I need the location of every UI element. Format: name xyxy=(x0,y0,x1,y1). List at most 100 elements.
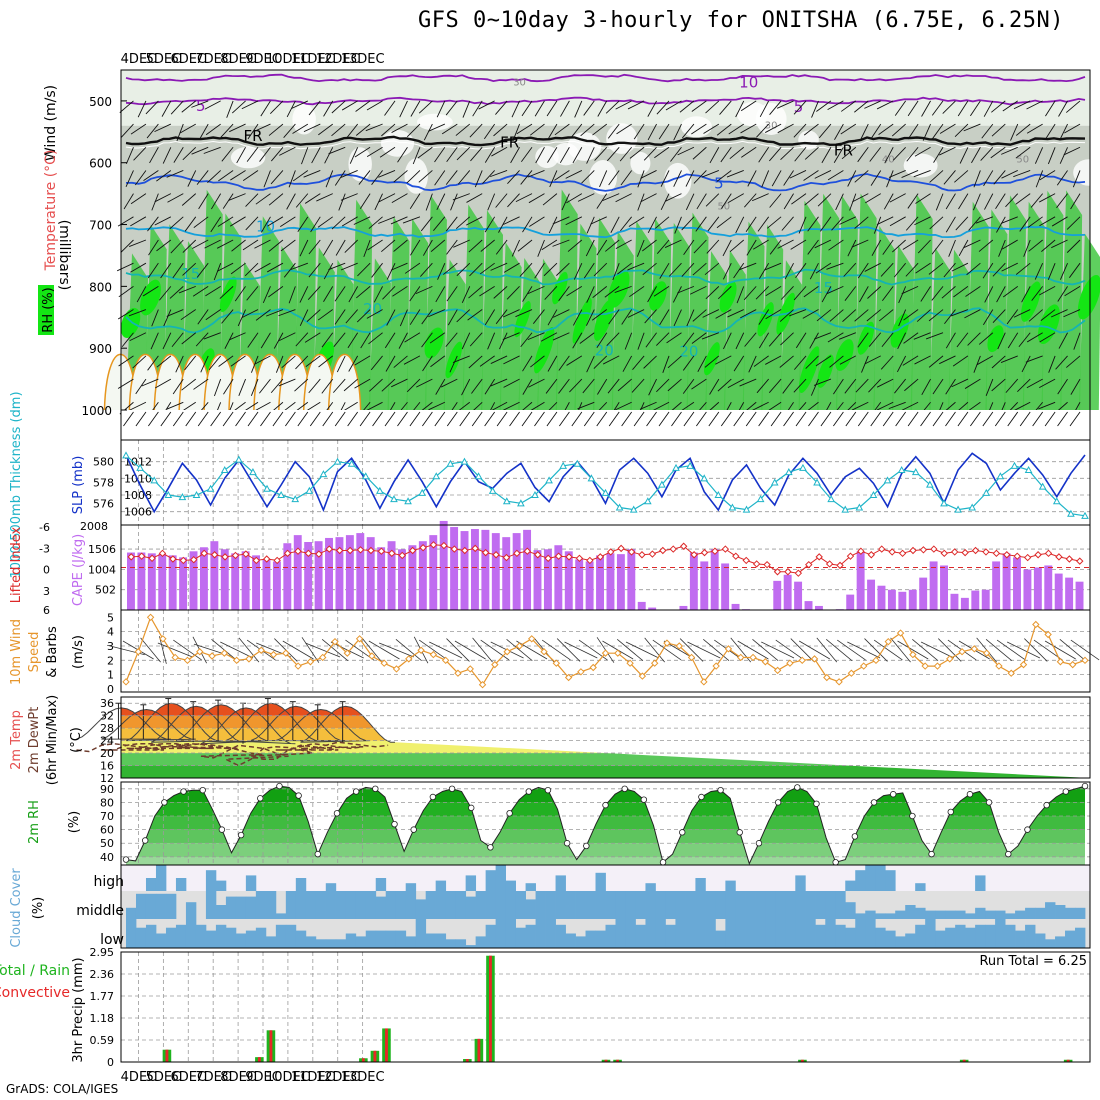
wind-barb xyxy=(356,286,371,299)
temp-tick-label: 36 xyxy=(100,697,114,710)
wind-barb-10m xyxy=(775,639,805,661)
thickness-point xyxy=(1038,482,1047,490)
wind-barb xyxy=(931,100,944,116)
wind-barb xyxy=(1047,147,1056,165)
wind-barb xyxy=(606,146,620,162)
wind-barb xyxy=(964,309,981,319)
li-point xyxy=(815,553,823,561)
wind-barb xyxy=(273,332,284,349)
y-tick-label: 600 xyxy=(89,157,112,171)
wind-barb xyxy=(469,262,483,277)
wind-barb xyxy=(880,355,894,370)
slp-extra-tick: 2008 xyxy=(80,520,108,533)
wind-barb xyxy=(803,285,819,298)
wind-barb-10m xyxy=(429,641,463,659)
wind-speed-point xyxy=(823,673,831,682)
wind-barb xyxy=(889,216,906,227)
wind-barb xyxy=(640,193,657,203)
rh-point xyxy=(985,799,993,806)
cloud-mid-bar xyxy=(905,905,916,919)
wind-barb xyxy=(170,239,184,254)
wind-barb xyxy=(434,170,446,186)
wind-barb xyxy=(253,123,271,132)
wind-barb xyxy=(204,239,221,249)
wind-barb xyxy=(577,193,595,202)
wind-barb xyxy=(1015,193,1031,205)
li-point xyxy=(732,552,740,560)
wind-speed-point xyxy=(380,659,388,667)
cloud-low-bar xyxy=(645,919,656,948)
li-point xyxy=(1013,552,1021,560)
wind-barb xyxy=(278,378,296,387)
wind-barb xyxy=(917,239,931,254)
wind-barb xyxy=(443,262,458,275)
wind-barb xyxy=(283,262,296,278)
wind-barb xyxy=(390,216,408,225)
wind-barb xyxy=(802,309,819,319)
wind-barb xyxy=(204,100,221,110)
dry-pocket xyxy=(104,354,137,410)
temp2m-frame xyxy=(120,696,1091,779)
wind-speed-point xyxy=(319,653,327,662)
cloud-low-bar xyxy=(515,927,526,948)
wind-barb xyxy=(921,100,931,117)
wind-barb xyxy=(135,411,147,427)
temp-band xyxy=(121,703,1090,716)
cloud-low-bar xyxy=(1055,936,1066,948)
cloud-low-bar xyxy=(325,939,337,948)
wind-barb xyxy=(597,378,608,395)
wind-barb xyxy=(484,147,496,163)
rh-point xyxy=(1024,826,1031,833)
cloud-high-bar xyxy=(485,870,497,891)
rh-dry-area xyxy=(798,130,819,150)
wind-barb xyxy=(567,239,583,252)
cloud-mid-bar xyxy=(535,891,546,919)
cloud-low-bar xyxy=(305,936,317,948)
wind-barb xyxy=(231,100,246,114)
wind-barb xyxy=(845,411,857,427)
cloud-mid-bar xyxy=(1065,907,1076,919)
wind-barb xyxy=(245,193,259,207)
li-point xyxy=(679,542,688,550)
wind-barb xyxy=(242,170,259,182)
cape-bar xyxy=(898,591,907,610)
wind-barb xyxy=(151,309,159,327)
wind-barb xyxy=(384,411,396,427)
cloud-high-bar xyxy=(595,872,606,891)
wind-barb xyxy=(981,123,994,139)
wind-barb xyxy=(891,123,906,137)
cloud-mid-bar xyxy=(655,891,666,919)
wind-barb xyxy=(971,147,981,164)
wind-speed-point xyxy=(159,635,167,643)
cloud-low-bar xyxy=(205,930,217,948)
wind-barb xyxy=(583,100,595,116)
wind-barb xyxy=(445,170,458,185)
wind-barb xyxy=(399,309,408,327)
wind-barb xyxy=(305,355,321,368)
y-tick-label: 1000 xyxy=(81,404,112,418)
wind-barb xyxy=(991,123,1006,137)
cloud-low-bar xyxy=(585,930,596,948)
li-tick-label: 3 xyxy=(43,585,50,598)
rh-moist-area xyxy=(1060,190,1083,410)
wind-barb xyxy=(783,193,794,210)
thickness-point xyxy=(1067,509,1075,517)
wind-barb xyxy=(381,378,396,392)
precip-tick-label: 1.77 xyxy=(90,990,115,1003)
wind-barb xyxy=(347,411,359,427)
wind-barb xyxy=(827,332,844,343)
wind-barb xyxy=(491,146,508,157)
wind-barb xyxy=(659,262,670,279)
wind-barb-10m xyxy=(703,638,730,662)
wind-barb xyxy=(996,286,1006,303)
wind-barb xyxy=(446,239,458,255)
wind-barb xyxy=(484,411,496,427)
cloud-mid-bar xyxy=(1015,910,1026,919)
wind-barb-10m xyxy=(616,638,644,662)
wind-barb xyxy=(758,411,770,427)
wind-barb xyxy=(346,123,359,139)
cape-bar xyxy=(345,535,354,610)
wind-barb xyxy=(857,411,869,427)
cloud-high-bar xyxy=(435,880,447,891)
wind-barb xyxy=(221,146,234,162)
